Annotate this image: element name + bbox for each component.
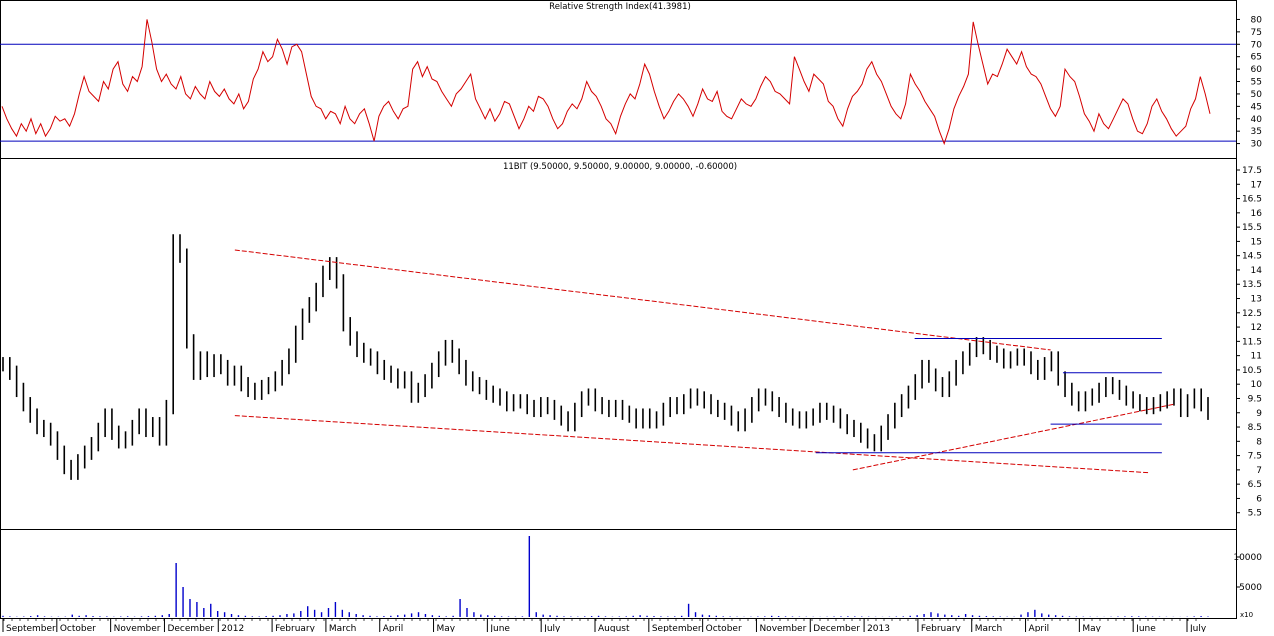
price-title: 11BIT (9.50000, 9.50000, 9.00000, 9.0000… (503, 162, 737, 172)
month-label: July (543, 624, 561, 632)
price-axis-tick-label: 12 (1251, 323, 1262, 333)
price-frame (0, 158, 1237, 530)
month-label: December (813, 624, 860, 632)
rsi-axis-tick-label: 45 (1251, 102, 1262, 112)
price-axis-tick-label: 16.5 (1242, 195, 1262, 205)
month-label: May (1082, 624, 1101, 632)
price-axis-tick-label: 15.5 (1242, 223, 1262, 233)
price-axis-tick-label: 6 (1256, 494, 1262, 504)
price-axis-tick-label: 7 (1256, 466, 1262, 476)
month-label: August (598, 624, 630, 632)
rsi-axis-tick-label: 30 (1251, 140, 1263, 150)
month-label: May (437, 624, 456, 632)
price-axis-tick-label: 5.5 (1248, 509, 1262, 519)
month-label: September (652, 624, 702, 632)
month-label: October (706, 624, 742, 632)
price-axis-tick-label: 14 (1251, 266, 1263, 276)
price-axis-tick-label: 14.5 (1242, 252, 1262, 262)
price-axis-tick-label: 7.5 (1248, 452, 1262, 462)
month-label: September (6, 624, 56, 632)
price-axis-tick-label: 12.5 (1242, 309, 1262, 319)
rsi-axis-tick-label: 55 (1251, 78, 1262, 88)
price-axis-tick-label: 10.5 (1242, 366, 1262, 376)
rsi-axis-tick-label: 65 (1251, 53, 1262, 63)
rsi-axis-tick-label: 50 (1251, 90, 1263, 100)
rsi-panel: 30 35 40 45 50 55 60 65 70 75 80 (0, 15, 1263, 150)
month-label: October (60, 624, 96, 632)
price-axis-tick-label: 9 (1256, 409, 1262, 419)
price-axis-tick-label: 10 (1251, 380, 1263, 390)
month-label: February (275, 624, 316, 632)
trendline (234, 415, 1150, 474)
month-label: April (383, 624, 404, 632)
price-panel: 5.5 6 6.5 7 7.5 8 8.5 9 9.5 10 10.5 11 11.5 12 12.5 13 1… (2, 166, 1263, 519)
price-axis-tick-label: 16 (1251, 209, 1263, 219)
volume-axis-tick-label: 10000 (1233, 553, 1262, 563)
rsi-axis-tick-label: 70 (1251, 40, 1263, 50)
rsi-axis-tick-label: 75 (1251, 28, 1262, 38)
trendline (234, 249, 1051, 351)
volume-panel: 5000 10000 (2, 536, 1262, 617)
volume-axis-tick-label: 5000 (1239, 583, 1262, 593)
rsi-axis-tick-label: 35 (1251, 127, 1262, 137)
price-axis-tick-label: 13.5 (1242, 280, 1262, 290)
price-axis-tick-label: 8 (1256, 437, 1262, 447)
price-axis-tick-label: 11.5 (1242, 337, 1262, 347)
price-axis-tick-label: 15 (1251, 237, 1262, 247)
month-label: 2012 (221, 624, 244, 632)
month-label: November (114, 624, 161, 632)
price-axis-tick-label: 17.5 (1242, 166, 1262, 176)
month-label: February (921, 624, 962, 632)
month-label: November (759, 624, 806, 632)
price-axis-tick-label: 11 (1251, 352, 1262, 362)
month-label: March (329, 624, 356, 632)
rsi-line (1, 19, 1211, 146)
chart-frame (0, 0, 1237, 619)
x-axis: September October November December 2012 Febr… (2, 618, 1207, 634)
price-axis-tick-label: 6.5 (1248, 480, 1262, 490)
price-axis-tick-label: 8.5 (1248, 423, 1262, 433)
rsi-axis-tick-label: 80 (1251, 15, 1263, 25)
price-axis-tick-label: 13 (1251, 295, 1262, 305)
month-label: April (1029, 624, 1050, 632)
month-label: June (1135, 624, 1156, 632)
price-axis-tick-label: 17 (1251, 180, 1262, 190)
month-label: December (167, 624, 214, 632)
rsi-axis-tick-label: 40 (1251, 115, 1263, 125)
volume-frame (0, 529, 1237, 619)
month-label: July (1189, 624, 1207, 632)
trendline (852, 403, 1175, 471)
volume-axis-note: x10 (1240, 611, 1253, 619)
price-axis-tick-label: 9.5 (1248, 394, 1262, 404)
month-label: March (975, 624, 1002, 632)
month-label: 2013 (867, 624, 890, 632)
month-label: June (489, 624, 510, 632)
rsi-title: Relative Strength Index(41.3981) (549, 2, 691, 12)
rsi-axis-tick-label: 60 (1251, 65, 1263, 75)
rsi-frame (0, 0, 1237, 159)
